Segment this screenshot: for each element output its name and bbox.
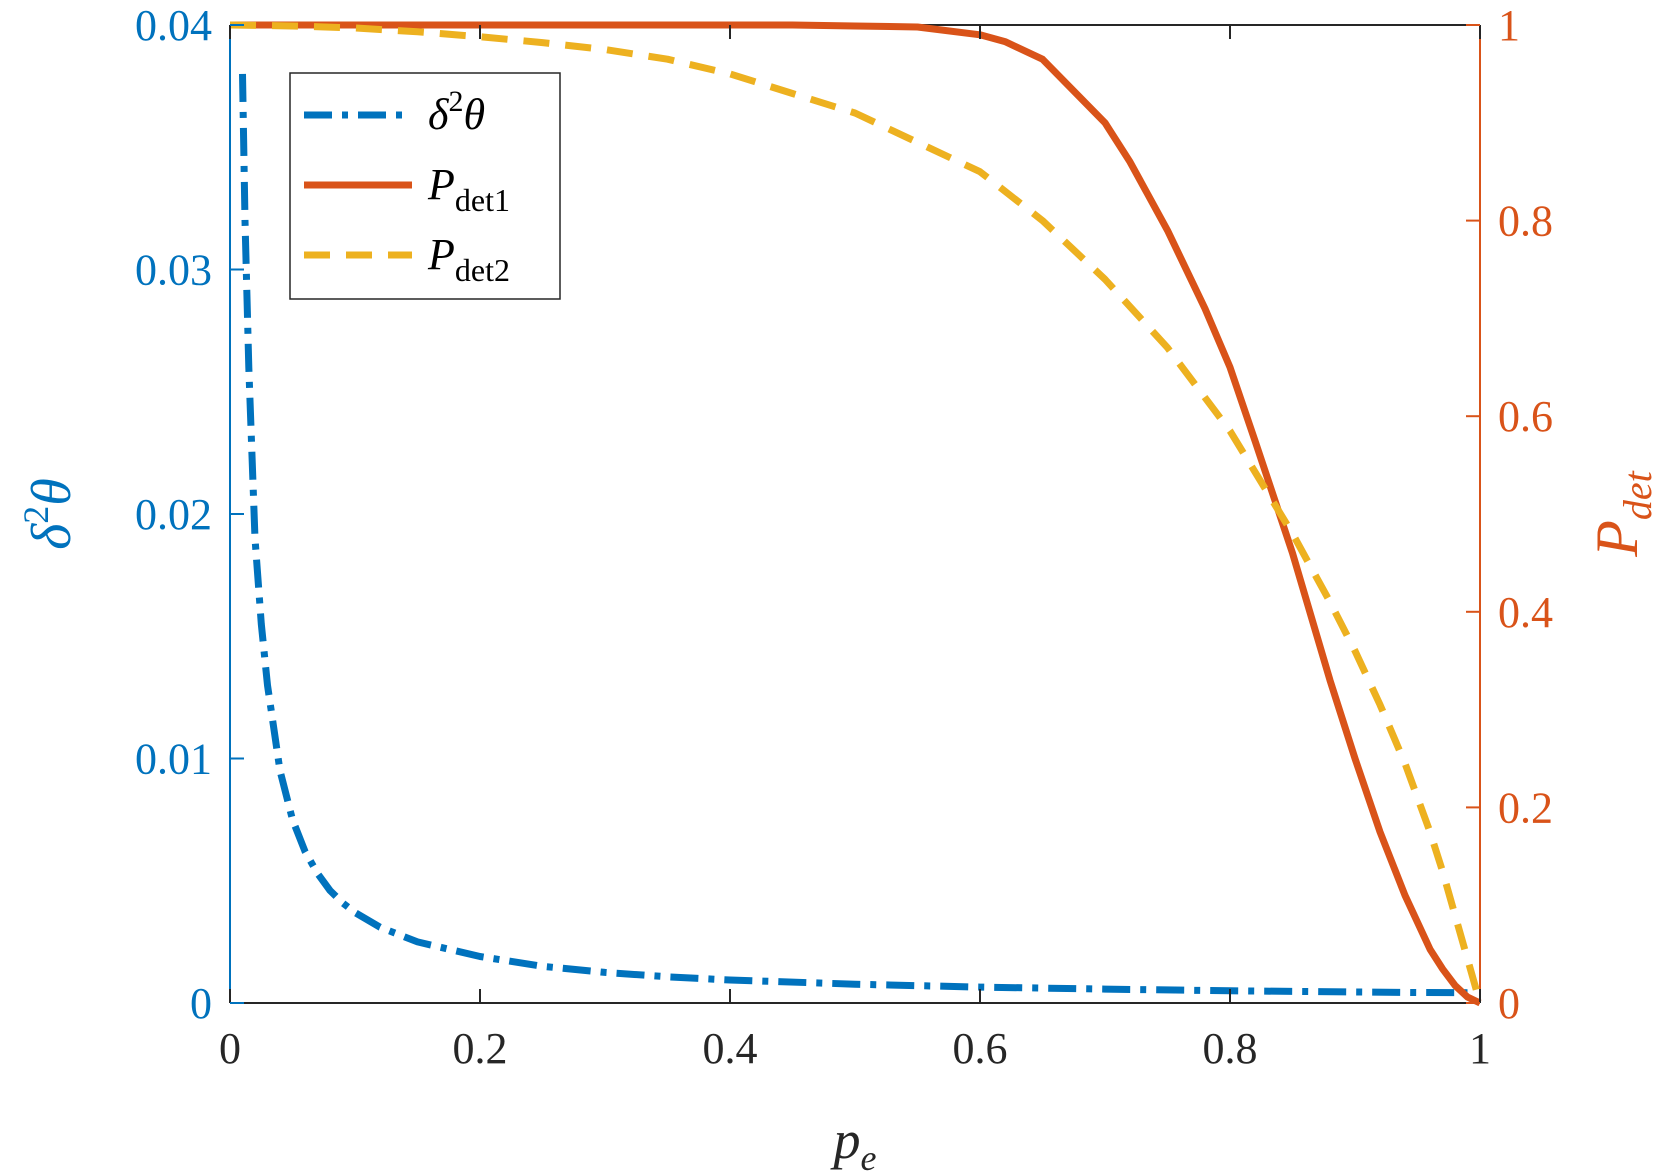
y-right-tick-label: 0.2 [1498, 783, 1553, 832]
series-line-2 [230, 21, 1482, 1007]
y-right-tick-label: 0.6 [1498, 392, 1553, 441]
legend: δ2θ Pdet1 Pdet2 [289, 72, 561, 300]
x-tick-label: 0.8 [1203, 1024, 1258, 1073]
series-line-3 [229, 21, 1484, 1004]
y-right-axis-title: Pdet [1584, 470, 1660, 557]
x-axis-title: pe [830, 1110, 877, 1174]
y-right-tick-label: 1 [1498, 1, 1520, 50]
y-left-tick-label: 0.03 [135, 246, 212, 295]
x-tick-label: 0 [219, 1024, 241, 1073]
axis-titles: pe δ2θ Pdet [16, 470, 1660, 1174]
x-tick-label: 1 [1469, 1024, 1491, 1073]
legend-label-3: Pdet2 [427, 230, 510, 288]
x-tick-label: 0.2 [453, 1024, 508, 1073]
legend-label-1: δ2θ [428, 85, 485, 139]
y-right-tick-label: 0 [1498, 979, 1520, 1028]
x-tick-label: 0.4 [703, 1024, 758, 1073]
x-tick-label: 0.6 [953, 1024, 1008, 1073]
y-left-tick-label: 0 [190, 979, 212, 1028]
series-layer [229, 21, 1484, 1007]
y-left-tick-label: 0.02 [135, 490, 212, 539]
legend-label-2: Pdet1 [427, 160, 510, 218]
ticks-layer: 0 0.2 0.4 0.6 0.8 100.010.020.030.0400.20.40.… [135, 1, 1553, 1073]
y-left-axis-title: δ2θ [16, 478, 83, 550]
series-line-1 [239, 73, 1468, 997]
y-right-tick-label: 0.4 [1498, 588, 1553, 637]
y-left-tick-label: 0.04 [135, 1, 212, 50]
y-right-tick-label: 0.8 [1498, 197, 1553, 246]
y-left-tick-label: 0.01 [135, 735, 212, 784]
